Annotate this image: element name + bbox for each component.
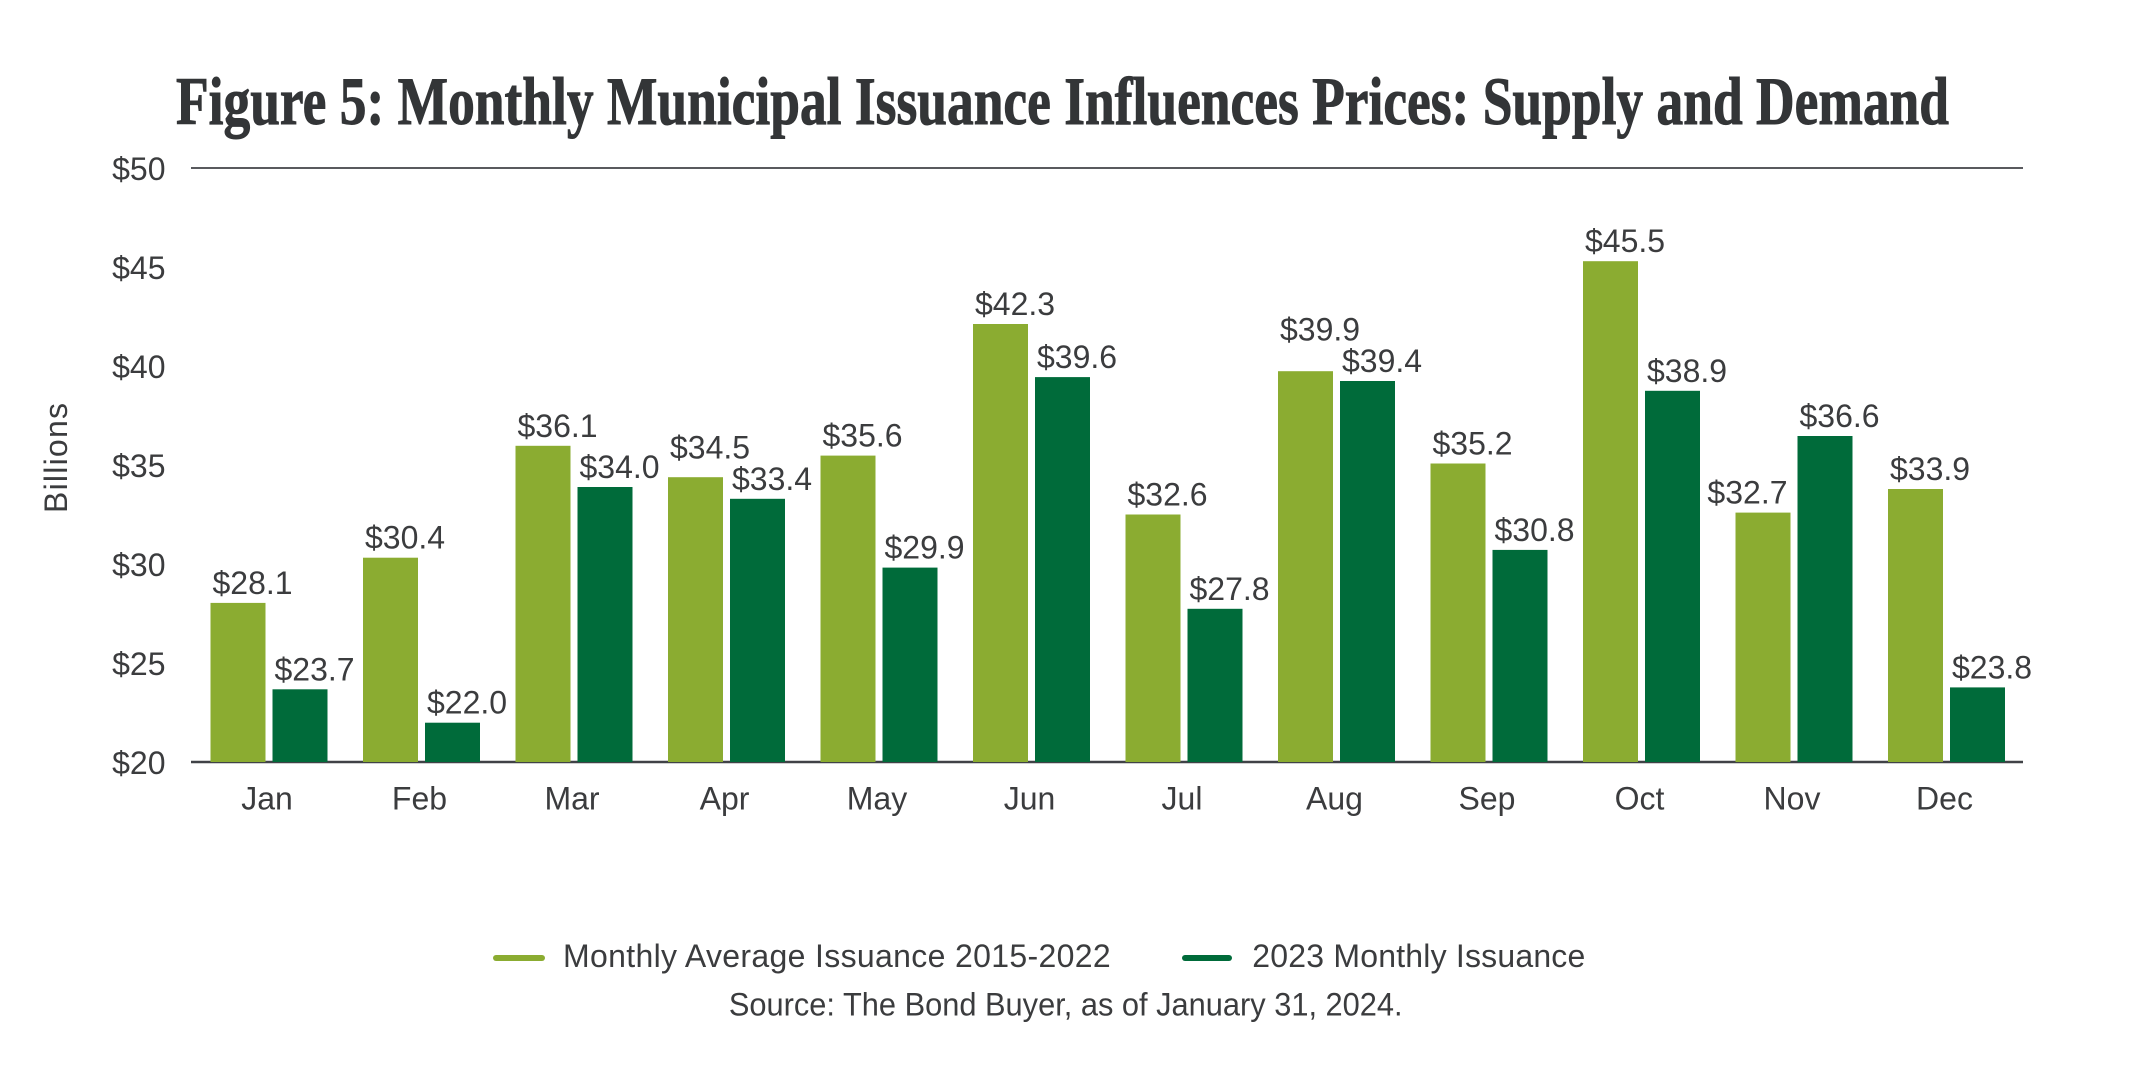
svg-text:$35.6: $35.6	[823, 418, 903, 454]
svg-text:$39.9: $39.9	[1280, 312, 1360, 348]
svg-text:$34.0: $34.0	[580, 449, 660, 485]
svg-text:$32.7: $32.7	[1707, 475, 1787, 511]
svg-text:$34.5: $34.5	[670, 429, 750, 465]
svg-text:$25: $25	[112, 646, 165, 682]
svg-text:Source: The Bond Buyer, as of: Source: The Bond Buyer, as of January 31…	[729, 986, 1403, 1022]
svg-text:$29.9: $29.9	[885, 530, 965, 566]
svg-text:Billions: Billions	[38, 403, 74, 513]
svg-text:$39.6: $39.6	[1037, 339, 1117, 375]
svg-text:Apr: Apr	[700, 781, 750, 817]
svg-text:$36.6: $36.6	[1800, 398, 1880, 434]
svg-text:$35: $35	[112, 448, 165, 484]
svg-text:Feb: Feb	[392, 781, 447, 817]
svg-text:$36.1: $36.1	[518, 408, 598, 444]
svg-text:Figure 5: Monthly Municipal Is: Figure 5: Monthly Municipal Issuance Inf…	[176, 63, 1949, 139]
svg-text:$35.2: $35.2	[1433, 426, 1513, 462]
svg-text:$38.9: $38.9	[1647, 353, 1727, 389]
svg-text:Nov: Nov	[1764, 781, 1821, 817]
svg-text:Jan: Jan	[241, 781, 293, 817]
svg-text:$45: $45	[112, 250, 165, 286]
svg-text:2023 Monthly Issuance: 2023 Monthly Issuance	[1252, 938, 1585, 974]
svg-text:$32.6: $32.6	[1128, 477, 1208, 513]
svg-text:Dec: Dec	[1916, 781, 1973, 817]
svg-text:$22.0: $22.0	[427, 685, 507, 721]
svg-text:$20: $20	[112, 745, 165, 781]
svg-text:$33.9: $33.9	[1890, 451, 1970, 487]
svg-text:$28.1: $28.1	[213, 565, 293, 601]
svg-text:$27.8: $27.8	[1190, 571, 1270, 607]
svg-text:Monthly Average Issuance 2015-: Monthly Average Issuance 2015-2022	[563, 938, 1111, 974]
svg-text:$40: $40	[112, 349, 165, 385]
svg-text:$30.8: $30.8	[1495, 512, 1575, 548]
svg-text:Sep: Sep	[1459, 781, 1516, 817]
svg-text:$23.7: $23.7	[275, 651, 355, 687]
svg-text:Mar: Mar	[544, 781, 599, 817]
svg-text:$45.5: $45.5	[1585, 223, 1665, 259]
svg-text:$30: $30	[112, 547, 165, 583]
svg-text:$30.4: $30.4	[365, 520, 445, 556]
svg-text:Jul: Jul	[1162, 781, 1203, 817]
svg-text:Aug: Aug	[1306, 781, 1363, 817]
svg-text:$33.4: $33.4	[732, 461, 812, 497]
svg-text:$42.3: $42.3	[975, 286, 1055, 322]
svg-text:Oct: Oct	[1615, 781, 1665, 817]
svg-text:$50: $50	[112, 151, 165, 187]
svg-text:$39.4: $39.4	[1342, 343, 1422, 379]
svg-text:Jun: Jun	[1004, 781, 1056, 817]
svg-text:May: May	[847, 781, 907, 817]
svg-text:$23.8: $23.8	[1952, 649, 2032, 685]
